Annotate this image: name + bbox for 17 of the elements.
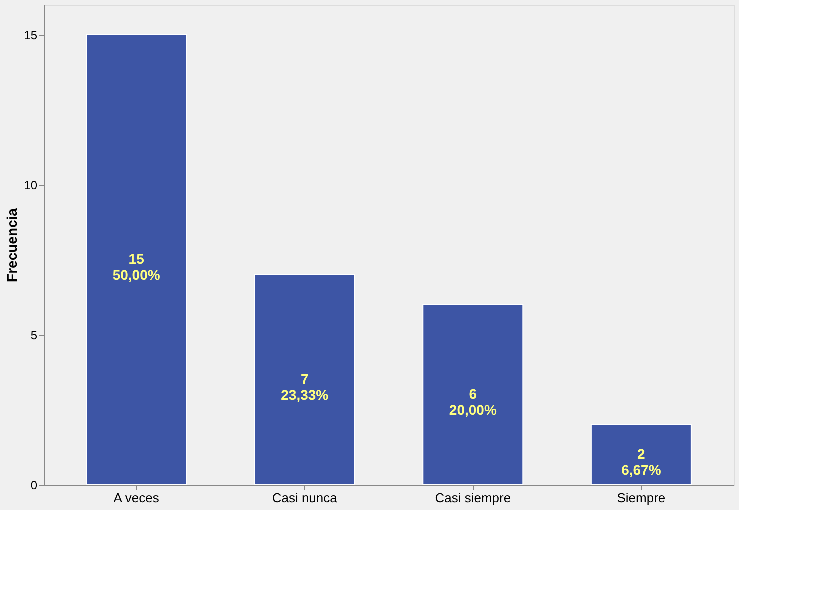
x-tick-label: Siempre — [617, 490, 666, 506]
data-label: 15 50,00% — [112, 251, 161, 283]
x-tick-label: Casi nunca — [272, 490, 338, 506]
data-label: 7 23,33% — [281, 371, 330, 403]
y-tick-label: 15 — [24, 28, 38, 42]
data-label: 2 6,67% — [622, 446, 662, 478]
bar — [86, 34, 188, 486]
data-label: 6 20,00% — [449, 386, 498, 418]
x-tick-label: Casi siempre — [435, 490, 512, 506]
x-tick-label: A veces — [114, 490, 160, 506]
bar — [422, 304, 524, 486]
y-axis-title: Frecuencia — [4, 208, 20, 282]
y-tick-label: 5 — [30, 328, 38, 342]
bar — [254, 274, 356, 486]
bar — [590, 424, 692, 486]
y-tick-label: 10 — [24, 178, 38, 192]
y-tick-label: 0 — [30, 478, 38, 492]
